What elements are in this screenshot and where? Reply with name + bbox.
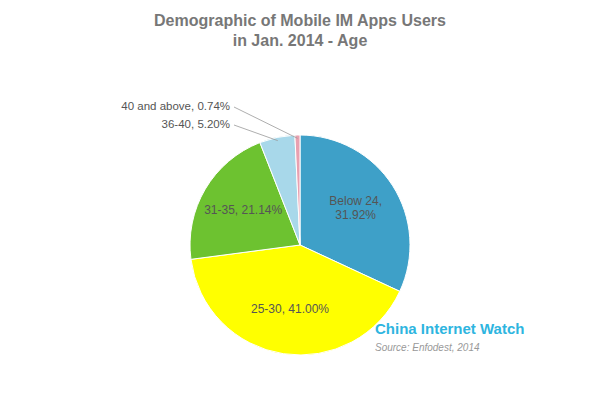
slice-label: 40 and above, 0.74% — [121, 100, 230, 112]
pie-slice — [191, 245, 400, 355]
watermark: China Internet Watch — [375, 320, 524, 337]
slice-label: 36-40, 5.20% — [162, 118, 230, 130]
text-line: 31.92% — [335, 209, 376, 223]
slice-labels: Below 24,31.92% 25-30, 41.00% 31-35, 21.14… — [121, 100, 382, 316]
pie-slice — [295, 135, 300, 245]
leader-line — [234, 107, 298, 138]
title: Demographic of Mobile IM Apps Users in Ja… — [154, 12, 446, 49]
chart-container: Demographic of Mobile IM Apps Users in Ja… — [0, 0, 600, 408]
text-line: Demographic of Mobile IM Apps Users — [154, 12, 446, 29]
chart-svg: Demographic of Mobile IM Apps Users in Ja… — [0, 0, 600, 408]
text-line: 25-30, 41.00% — [251, 302, 329, 316]
leader-line — [234, 125, 278, 141]
text-line: 40 and above, 0.74% — [121, 100, 230, 112]
text-line: China Internet Watch — [375, 320, 524, 337]
text-line: Below 24, — [329, 195, 382, 209]
text-line: 36-40, 5.20% — [162, 118, 230, 130]
slice-label: Below 24,31.92% — [329, 195, 382, 223]
source-note: Source: Enfodest, 2014 — [375, 342, 480, 353]
slice-label: 31-35, 21.14% — [204, 204, 282, 218]
text-line: 31-35, 21.14% — [204, 204, 282, 218]
slice-label: 25-30, 41.00% — [251, 302, 329, 316]
text-line: Source: Enfodest, 2014 — [375, 342, 480, 353]
text-line: in Jan. 2014 - Age — [233, 32, 368, 49]
pie-slice — [260, 135, 300, 245]
